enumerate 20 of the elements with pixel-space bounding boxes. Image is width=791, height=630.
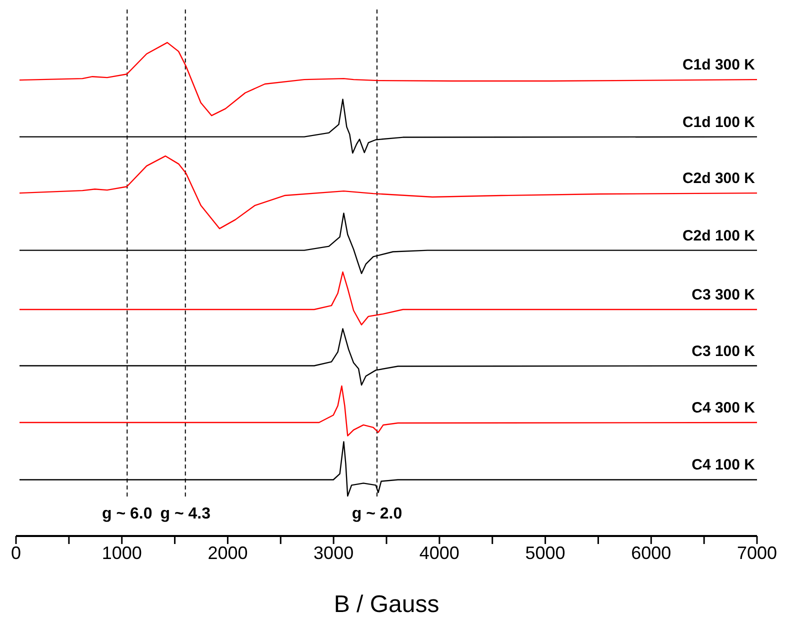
x-tick-label: 3000 [314,542,354,563]
ref-line-label: g ~ 4.3 [160,506,211,523]
series-label: C4 300 K [692,400,756,417]
series-label: C3 100 K [692,342,756,360]
ref-line-label: g ~ 6.0 [102,506,152,523]
x-axis-title: B / Gauss [334,591,440,618]
x-tick-label: 7000 [736,542,778,563]
x-tick-label: 0 [10,542,22,563]
x-tick-label: 4000 [419,542,460,563]
x-tick-label: 2000 [208,542,248,563]
series-label: C3 300 K [692,286,756,304]
x-tick-label: 6000 [631,542,672,563]
x-tick-label: 1000 [102,542,142,563]
series-label: C2d 100 K [682,227,756,244]
series-label: C1d 300 K [682,56,756,74]
series-label: C2d 300 K [682,170,756,188]
x-tick-label: 5000 [525,542,566,563]
series-label: C1d 100 K [682,114,756,131]
series-label: C4 100 K [692,456,756,474]
ref-line-label: g ~ 2.0 [352,506,402,523]
